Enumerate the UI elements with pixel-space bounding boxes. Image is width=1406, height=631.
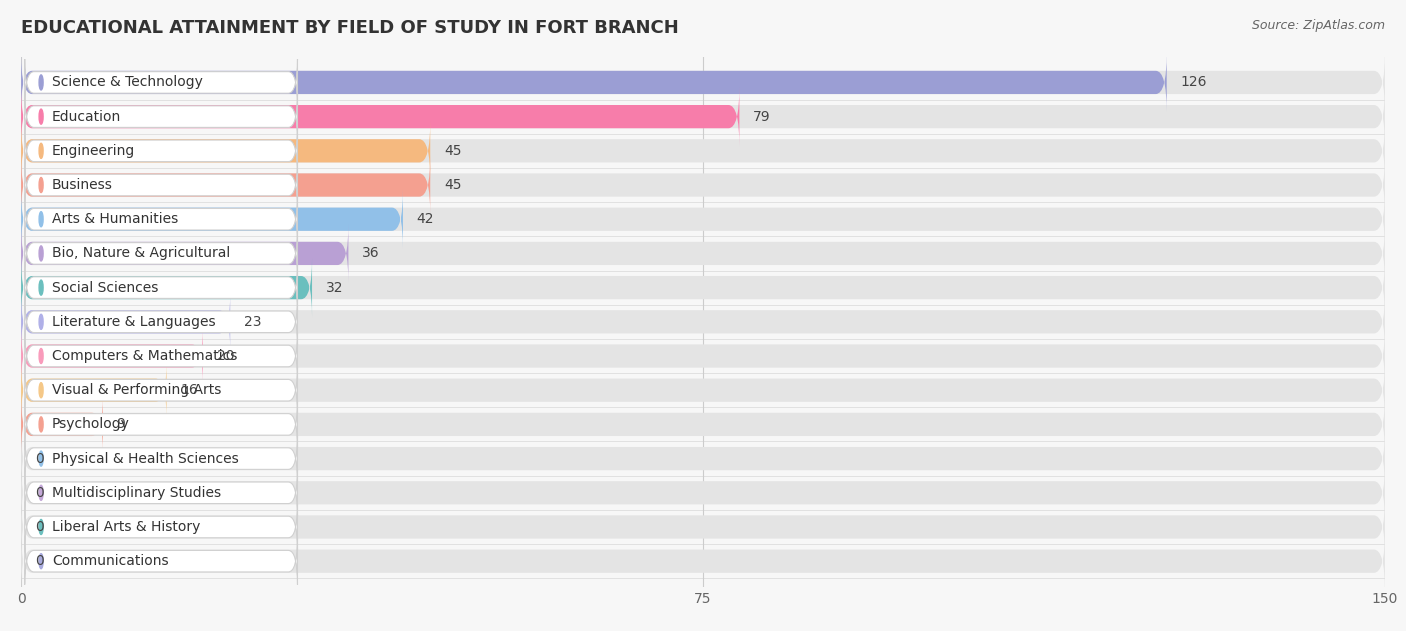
Text: 45: 45 <box>444 144 461 158</box>
Text: Source: ZipAtlas.com: Source: ZipAtlas.com <box>1251 19 1385 32</box>
Text: Communications: Communications <box>52 554 169 568</box>
Text: Bio, Nature & Agricultural: Bio, Nature & Agricultural <box>52 247 231 261</box>
Text: 20: 20 <box>217 349 233 363</box>
FancyBboxPatch shape <box>21 258 1385 317</box>
FancyBboxPatch shape <box>21 156 430 215</box>
Text: 9: 9 <box>117 417 125 432</box>
Text: Liberal Arts & History: Liberal Arts & History <box>52 520 201 534</box>
FancyBboxPatch shape <box>25 367 298 414</box>
FancyBboxPatch shape <box>21 87 740 146</box>
Text: Psychology: Psychology <box>52 417 129 432</box>
Circle shape <box>39 143 44 158</box>
FancyBboxPatch shape <box>21 498 1385 557</box>
Text: Arts & Humanities: Arts & Humanities <box>52 212 179 227</box>
Text: Science & Technology: Science & Technology <box>52 76 202 90</box>
FancyBboxPatch shape <box>25 435 298 482</box>
FancyBboxPatch shape <box>21 463 1385 522</box>
Circle shape <box>39 553 44 569</box>
Circle shape <box>39 451 44 466</box>
FancyBboxPatch shape <box>21 190 404 249</box>
Text: 32: 32 <box>326 281 343 295</box>
FancyBboxPatch shape <box>21 224 1385 283</box>
FancyBboxPatch shape <box>25 469 298 516</box>
Circle shape <box>39 519 44 534</box>
FancyBboxPatch shape <box>21 292 1385 351</box>
FancyBboxPatch shape <box>21 53 1167 112</box>
Text: 79: 79 <box>754 110 770 124</box>
Circle shape <box>39 417 44 432</box>
FancyBboxPatch shape <box>21 361 166 420</box>
FancyBboxPatch shape <box>25 401 298 448</box>
FancyBboxPatch shape <box>25 264 298 311</box>
Circle shape <box>39 348 44 363</box>
FancyBboxPatch shape <box>25 93 298 140</box>
FancyBboxPatch shape <box>21 87 1385 146</box>
Circle shape <box>39 280 44 295</box>
FancyBboxPatch shape <box>21 121 430 180</box>
Text: Physical & Health Sciences: Physical & Health Sciences <box>52 452 239 466</box>
Text: EDUCATIONAL ATTAINMENT BY FIELD OF STUDY IN FORT BRANCH: EDUCATIONAL ATTAINMENT BY FIELD OF STUDY… <box>21 19 679 37</box>
FancyBboxPatch shape <box>25 538 298 584</box>
FancyBboxPatch shape <box>25 230 298 277</box>
FancyBboxPatch shape <box>25 196 298 243</box>
Text: 45: 45 <box>444 178 461 192</box>
FancyBboxPatch shape <box>25 127 298 174</box>
Circle shape <box>39 246 44 261</box>
Text: 0: 0 <box>35 520 44 534</box>
FancyBboxPatch shape <box>21 156 1385 215</box>
FancyBboxPatch shape <box>25 162 298 208</box>
Text: 42: 42 <box>416 212 434 227</box>
Text: Social Sciences: Social Sciences <box>52 281 159 295</box>
Text: 0: 0 <box>35 486 44 500</box>
FancyBboxPatch shape <box>21 395 103 454</box>
FancyBboxPatch shape <box>21 292 231 351</box>
Text: Literature & Languages: Literature & Languages <box>52 315 215 329</box>
Text: 36: 36 <box>363 247 380 261</box>
FancyBboxPatch shape <box>21 258 312 317</box>
FancyBboxPatch shape <box>25 333 298 379</box>
Text: 126: 126 <box>1181 76 1206 90</box>
Text: Computers & Mathematics: Computers & Mathematics <box>52 349 238 363</box>
Circle shape <box>39 211 44 227</box>
Text: Education: Education <box>52 110 121 124</box>
Text: 0: 0 <box>35 452 44 466</box>
FancyBboxPatch shape <box>21 395 1385 454</box>
Text: 23: 23 <box>243 315 262 329</box>
Circle shape <box>39 314 44 329</box>
FancyBboxPatch shape <box>25 59 298 106</box>
Circle shape <box>39 109 44 124</box>
FancyBboxPatch shape <box>21 121 1385 180</box>
FancyBboxPatch shape <box>21 53 1385 112</box>
Text: 0: 0 <box>35 554 44 568</box>
FancyBboxPatch shape <box>21 429 1385 488</box>
FancyBboxPatch shape <box>21 327 1385 386</box>
Circle shape <box>39 75 44 90</box>
Circle shape <box>39 382 44 398</box>
Text: Business: Business <box>52 178 112 192</box>
FancyBboxPatch shape <box>25 504 298 550</box>
Circle shape <box>39 485 44 500</box>
Text: Multidisciplinary Studies: Multidisciplinary Studies <box>52 486 221 500</box>
Text: 16: 16 <box>180 383 198 397</box>
Text: Engineering: Engineering <box>52 144 135 158</box>
Text: Visual & Performing Arts: Visual & Performing Arts <box>52 383 221 397</box>
FancyBboxPatch shape <box>21 327 202 386</box>
Circle shape <box>39 177 44 192</box>
FancyBboxPatch shape <box>21 361 1385 420</box>
FancyBboxPatch shape <box>21 224 349 283</box>
FancyBboxPatch shape <box>25 298 298 345</box>
FancyBboxPatch shape <box>21 532 1385 591</box>
FancyBboxPatch shape <box>21 190 1385 249</box>
